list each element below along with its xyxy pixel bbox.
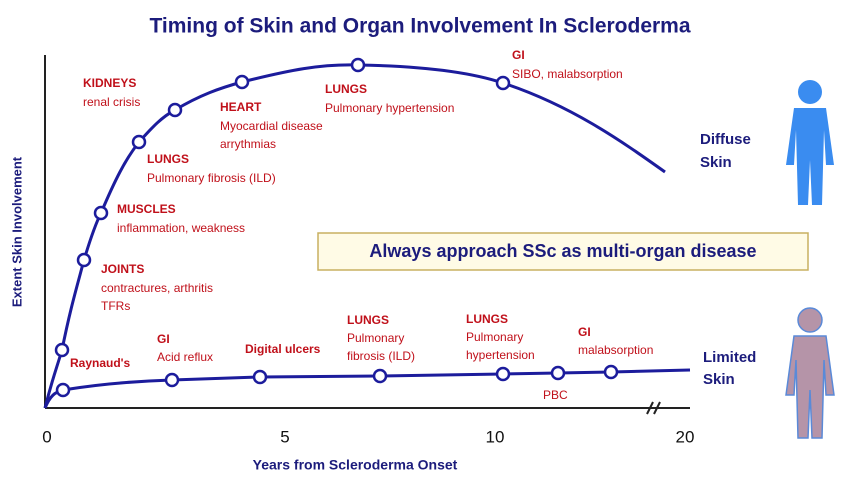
annotation-line: Pulmonary bbox=[347, 331, 404, 345]
annotation-line: Myocardial disease bbox=[220, 119, 323, 133]
callout: Always approach SSc as multi-organ disea… bbox=[369, 241, 756, 261]
limited-label: Skin bbox=[703, 371, 735, 388]
annotation-line: Acid reflux bbox=[157, 350, 213, 364]
annotation-heading: Raynaud's bbox=[70, 356, 131, 370]
x-tick-label: 5 bbox=[280, 427, 289, 446]
callout-box bbox=[317, 232, 809, 271]
diffuse-label: Skin bbox=[700, 154, 732, 171]
annotation-line: PBC bbox=[543, 388, 568, 402]
annotation-heading: LUNGS bbox=[347, 313, 389, 327]
annotation-line: TFRs bbox=[101, 299, 130, 313]
annotation-line: fibrosis (ILD) bbox=[347, 349, 415, 363]
annotation-heading: JOINTS bbox=[101, 262, 144, 276]
x-tick-label: 10 bbox=[486, 427, 505, 446]
limited-figure bbox=[785, 307, 835, 439]
annotation-line: Pulmonary bbox=[466, 330, 523, 344]
x-tick-label: 0 bbox=[42, 427, 51, 446]
annotation-line: contractures, arthritis bbox=[101, 281, 213, 295]
annotation-heading: HEART bbox=[220, 100, 262, 114]
x-tick-label: 20 bbox=[676, 427, 695, 446]
annotation-line: malabsorption bbox=[578, 343, 653, 357]
milestones bbox=[54, 57, 619, 398]
axis-break bbox=[646, 401, 661, 415]
annotation-heading: LUNGS bbox=[147, 152, 189, 166]
annotation-line: arrythmias bbox=[220, 137, 276, 151]
annotation-heading: LUNGS bbox=[466, 312, 508, 326]
diffuse-figure bbox=[786, 80, 834, 205]
annotation-line: SIBO, malabsorption bbox=[512, 67, 623, 81]
annotation-heading: MUSCLES bbox=[117, 202, 176, 216]
limited-curve bbox=[43, 368, 691, 409]
annotation-line: inflammation, weakness bbox=[117, 221, 245, 235]
annotation-line: Pulmonary hypertension bbox=[325, 101, 454, 115]
annotation-heading: GI bbox=[578, 325, 591, 339]
y-axis-label: Extent Skin Involvement bbox=[9, 156, 24, 307]
title: Timing of Skin and Organ Involvement In … bbox=[149, 15, 690, 38]
annotation-line: renal crisis bbox=[83, 95, 140, 109]
x-axis-label: Years from Scleroderma Onset bbox=[253, 457, 458, 473]
limited-label: Limited bbox=[703, 349, 756, 366]
annotation-heading: Digital ulcers bbox=[245, 342, 321, 356]
diffuse-label: Diffuse bbox=[700, 131, 751, 148]
annotation-heading: KIDNEYS bbox=[83, 76, 136, 90]
annotation-heading: GI bbox=[512, 48, 525, 62]
annotation-line: Pulmonary fibrosis (ILD) bbox=[147, 171, 276, 185]
annotation-heading: GI bbox=[157, 332, 170, 346]
annotation-line: hypertension bbox=[466, 348, 535, 362]
annotation-heading: LUNGS bbox=[325, 82, 367, 96]
